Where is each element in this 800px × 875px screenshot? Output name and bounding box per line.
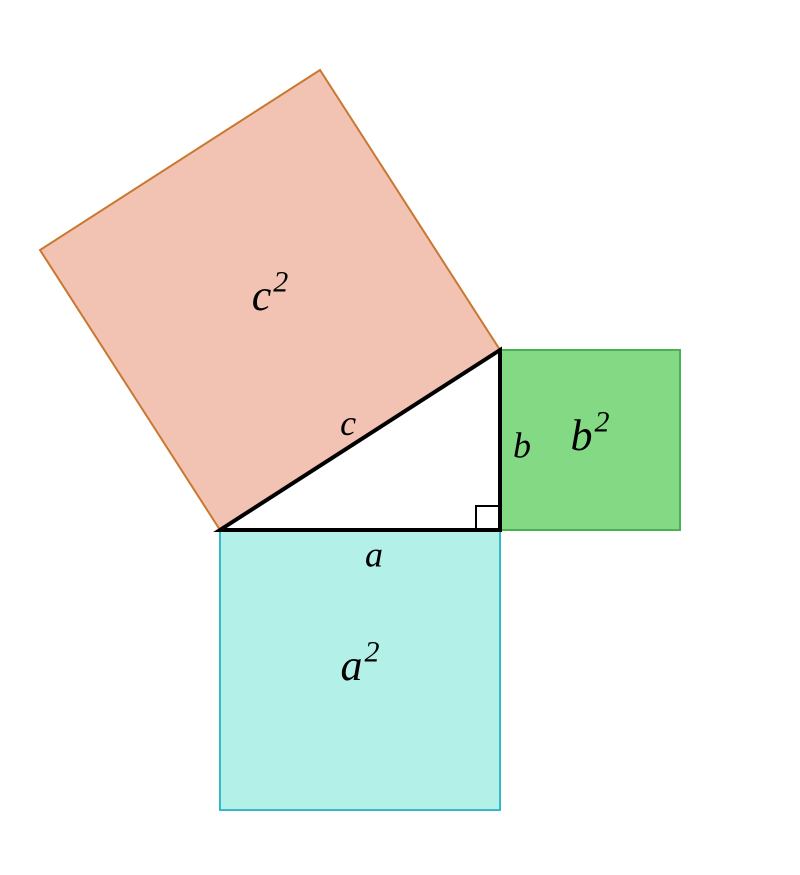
label-side-a: a: [365, 534, 383, 574]
label-side-c: c: [340, 403, 356, 443]
label-side-b: b: [513, 425, 531, 465]
